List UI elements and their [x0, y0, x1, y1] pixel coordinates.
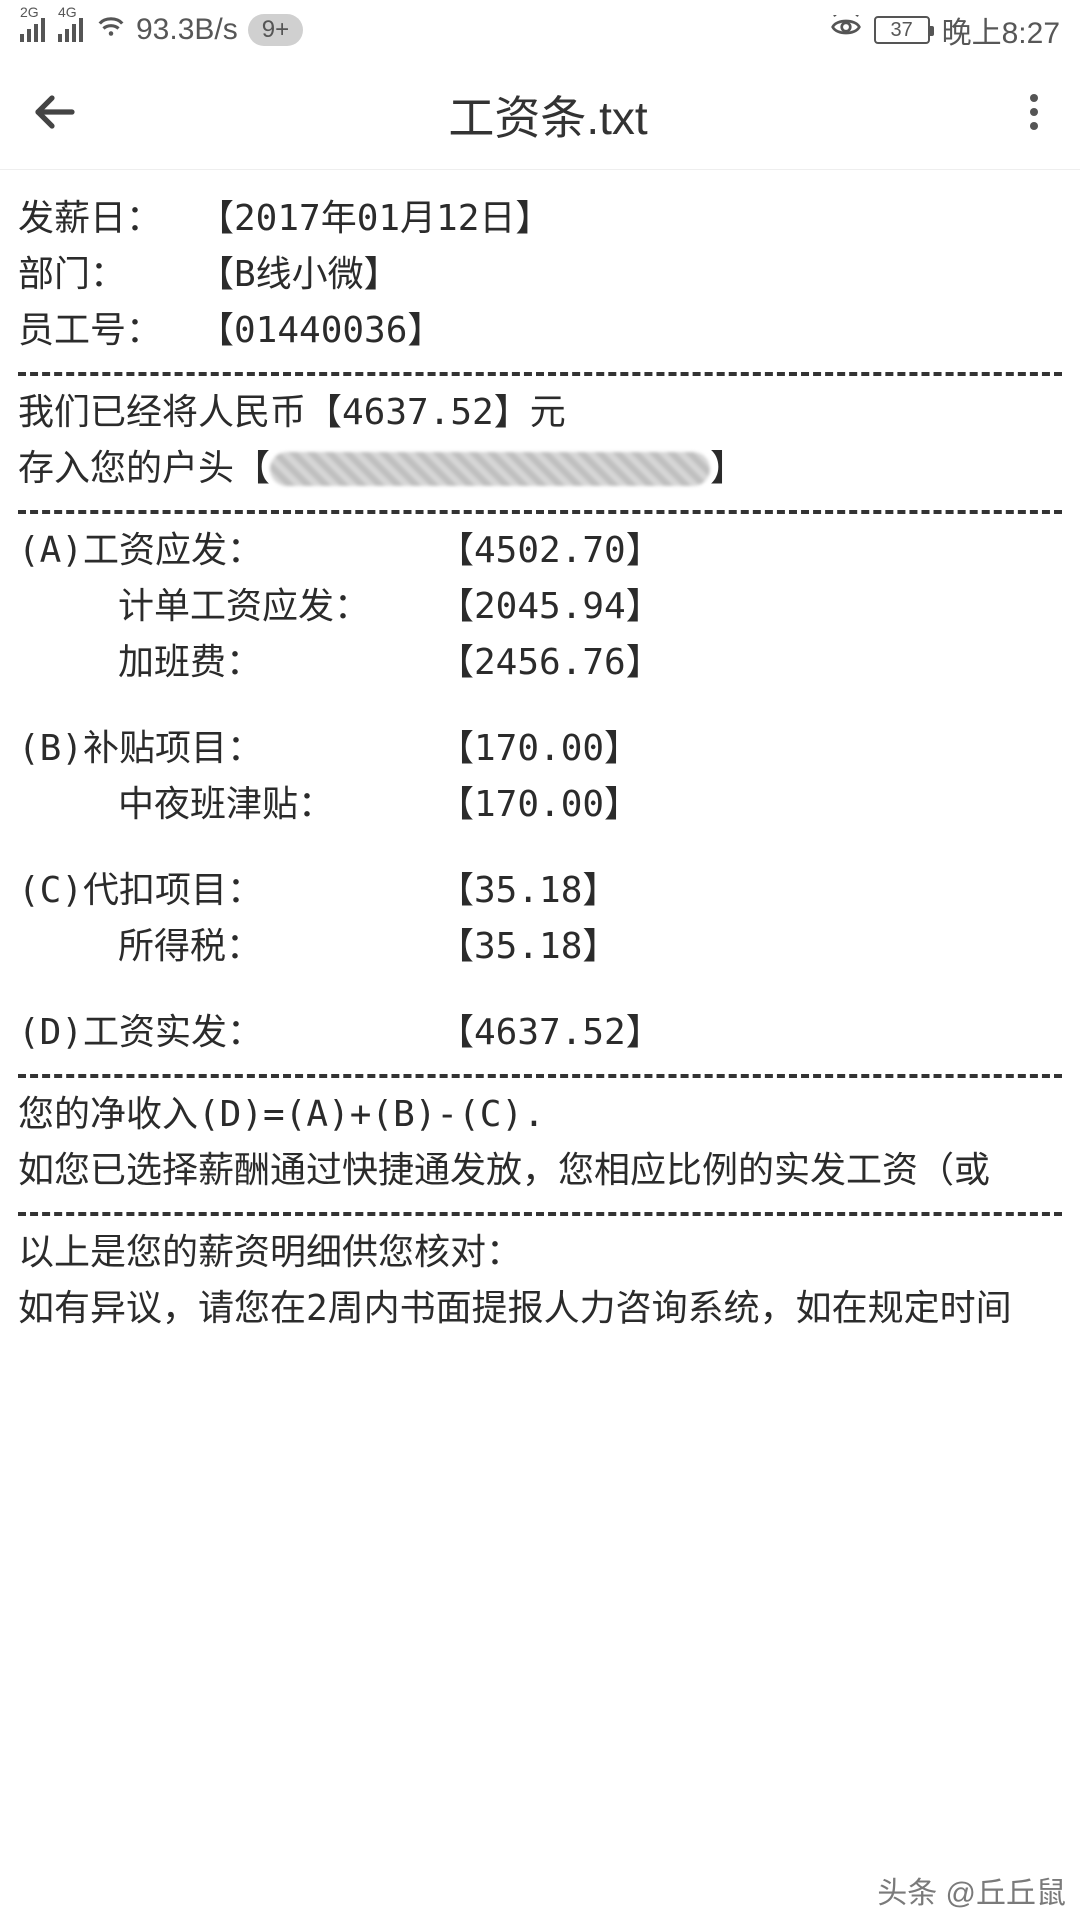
divider-4: [18, 1212, 1062, 1216]
department-row: 部门： 【B线小微】: [18, 248, 1062, 302]
signal-label-2g: 2G: [20, 4, 39, 20]
deposit-account-line: 存入您的户头【 】: [18, 442, 1062, 496]
battery-level: 37: [890, 19, 912, 42]
payday-value: 【2017年01月12日】: [198, 192, 551, 246]
payday-row: 发薪日： 【2017年01月12日】: [18, 192, 1062, 246]
section-b-row: (B)补贴项目： 【170.00】: [18, 722, 1062, 776]
net-speed: 93.3B/s: [136, 13, 238, 47]
section-a2-label: 加班费：: [18, 636, 438, 690]
divider-2: [18, 510, 1062, 514]
section-c1-value: 【35.18】: [438, 920, 618, 974]
section-a2-row: 加班费： 【2456.76】: [18, 636, 1062, 690]
section-a-label: (A)工资应发：: [18, 524, 438, 578]
deposit-amount-line: 我们已经将人民币【4637.52】元: [18, 386, 1062, 440]
divider-3: [18, 1074, 1062, 1078]
section-b1-label: 中夜班津贴：: [18, 778, 438, 832]
department-label: 部门：: [18, 248, 198, 302]
clock-time: 晚上8:27: [942, 8, 1060, 52]
divider-1: [18, 372, 1062, 376]
employee-no-label: 员工号：: [18, 304, 198, 358]
section-d-label: (D)工资实发：: [18, 1006, 438, 1060]
signal-label-4g: 4G: [58, 4, 77, 20]
app-header: 工资条.txt: [0, 60, 1080, 170]
section-a-row: (A)工资应发： 【4502.70】: [18, 524, 1062, 578]
section-a-value: 【4502.70】: [438, 524, 662, 578]
section-b-label: (B)补贴项目：: [18, 722, 438, 776]
employee-no-value: 【01440036】: [198, 304, 443, 358]
employee-no-row: 员工号： 【01440036】: [18, 304, 1062, 358]
kuaijie-note: 如您已选择薪酬通过快捷通发放，您相应比例的实发工资（或: [18, 1144, 1062, 1198]
section-a1-row: 计单工资应发： 【2045.94】: [18, 580, 1062, 634]
battery-icon: 37: [874, 16, 930, 44]
section-b1-value: 【170.00】: [438, 778, 640, 832]
status-bar-right: 37 晚上8:27: [830, 8, 1060, 52]
section-c-value: 【35.18】: [438, 864, 618, 918]
section-b-value: 【170.00】: [438, 722, 640, 776]
account-number-redacted: [270, 452, 710, 486]
section-c-row: (C)代扣项目： 【35.18】: [18, 864, 1062, 918]
eye-protection-icon: [830, 13, 862, 47]
section-a2-value: 【2456.76】: [438, 636, 662, 690]
section-c1-label: 所得税：: [18, 920, 438, 974]
section-a1-value: 【2045.94】: [438, 580, 662, 634]
deposit-account-prefix: 存入您的户头【: [18, 442, 270, 496]
section-a1-label: 计单工资应发：: [18, 580, 438, 634]
document-content: 发薪日： 【2017年01月12日】 部门： 【B线小微】 员工号： 【0144…: [0, 170, 1080, 1336]
more-options-button[interactable]: [1018, 88, 1050, 141]
dispute-note: 如有异议，请您在2周内书面提报人力咨询系统，如在规定时间: [18, 1282, 1062, 1336]
department-value: 【B线小微】: [198, 248, 400, 302]
check-note: 以上是您的薪资明细供您核对：: [18, 1226, 1062, 1280]
status-bar: 2G 4G 93.3B/s 9+ 37 晚上8:27: [0, 0, 1080, 60]
formula-note: 您的净收入(D)=(A)+(B)-(C).: [18, 1088, 1062, 1142]
notification-badge: 9+: [248, 14, 303, 46]
signal-4g-icon: 4G: [58, 18, 86, 42]
payday-label: 发薪日：: [18, 192, 198, 246]
page-title: 工资条.txt: [448, 82, 647, 148]
section-c1-row: 所得税： 【35.18】: [18, 920, 1062, 974]
signal-2g-icon: 2G: [20, 18, 48, 42]
watermark: 头条 @丘丘鼠: [877, 1868, 1066, 1912]
wifi-icon: [96, 13, 126, 47]
section-b1-row: 中夜班津贴： 【170.00】: [18, 778, 1062, 832]
section-d-value: 【4637.52】: [438, 1006, 662, 1060]
status-bar-left: 2G 4G 93.3B/s 9+: [20, 13, 303, 47]
section-c-label: (C)代扣项目：: [18, 864, 438, 918]
deposit-account-suffix: 】: [710, 442, 746, 496]
section-d-row: (D)工资实发： 【4637.52】: [18, 1006, 1062, 1060]
back-button[interactable]: [30, 88, 78, 141]
